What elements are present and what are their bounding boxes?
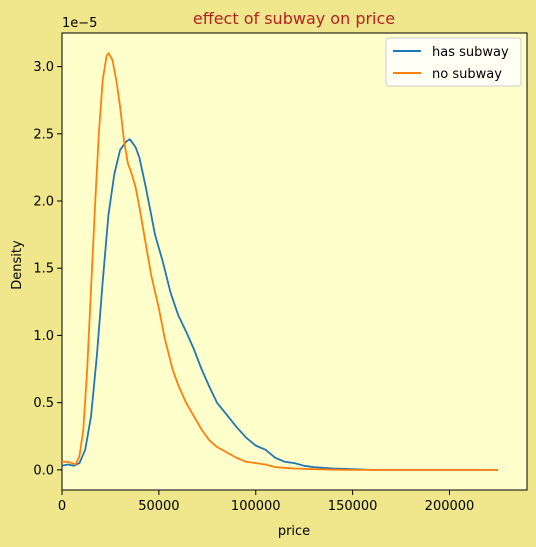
legend-label-no-subway: no subway xyxy=(432,67,502,82)
series-line-no-subway xyxy=(62,52,498,471)
x-tick-label: 100000 xyxy=(231,499,281,514)
x-axis-ticks: 0 50000 100000 150000 200000 xyxy=(58,490,474,514)
series-lines xyxy=(61,52,498,471)
y-tick-label: 3.0 xyxy=(33,60,54,75)
y-offset-label: 1e−5 xyxy=(62,16,97,31)
y-tick-label: 0.0 xyxy=(33,463,54,478)
x-axis-label: price xyxy=(278,524,310,539)
y-tick-label: 2.0 xyxy=(33,195,54,210)
chart-title: effect of subway on price xyxy=(193,9,395,28)
series-line-has-subway xyxy=(61,138,498,471)
x-tick-label: 0 xyxy=(58,499,66,514)
x-tick-label: 200000 xyxy=(425,499,475,514)
plot-area xyxy=(61,32,528,491)
y-axis-label: Density xyxy=(10,240,25,290)
y-tick-label: 2.5 xyxy=(33,127,54,142)
y-axis-ticks: 0.0 0.5 1.0 1.5 2.0 2.5 3.0 xyxy=(33,60,62,478)
x-tick-label: 150000 xyxy=(328,499,378,514)
y-tick-label: 1.0 xyxy=(33,329,54,344)
y-tick-label: 1.5 xyxy=(33,262,54,277)
legend: has subway no subway xyxy=(385,37,522,87)
y-tick-label: 0.5 xyxy=(33,396,54,411)
x-tick-label: 50000 xyxy=(138,499,179,514)
legend-label-has-subway: has subway xyxy=(432,45,509,60)
